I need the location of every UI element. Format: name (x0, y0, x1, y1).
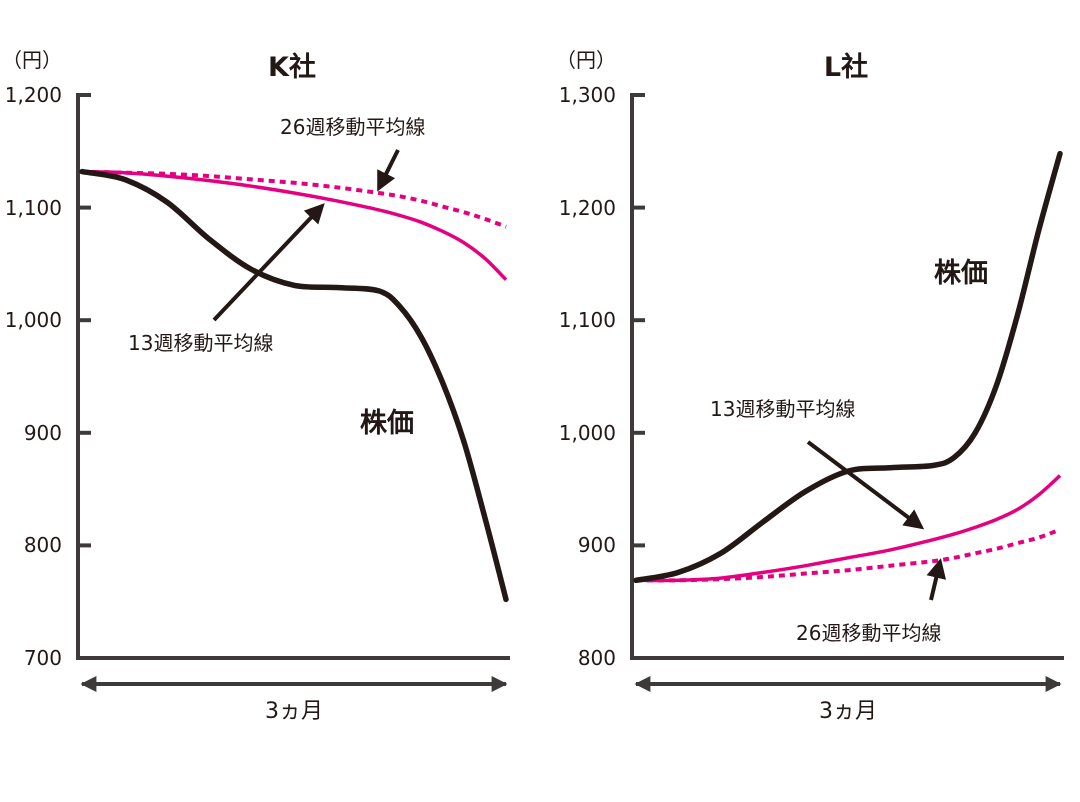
series-26w-moving-average (81, 169, 507, 229)
y-tick-label: 700 (24, 646, 62, 670)
annotation-26w-arrow (377, 149, 400, 192)
annotation-13w-arrow (806, 440, 925, 530)
annotation-26w-label: 26週移動平均線 (280, 115, 425, 139)
y-axis-unit: （円） (2, 48, 62, 72)
chart-panel-k: K社 （円） 1,200 1,100 1,000 900 800 700 26週… (2, 48, 510, 724)
y-axis-ticks: 1,300 1,200 1,100 1,000 900 800 (559, 83, 645, 670)
y-tick-label: 1,000 (5, 308, 62, 332)
period-label: 3ヵ月 (819, 699, 877, 724)
y-tick-label: 1,200 (5, 83, 62, 107)
y-tick-label: 1,100 (559, 308, 616, 332)
series-13w-moving-average (635, 474, 1062, 583)
y-axis-unit: （円） (556, 48, 616, 72)
y-tick-label: 900 (24, 421, 62, 445)
y-tick-label: 1,200 (559, 196, 616, 220)
series-13w-moving-average (81, 169, 508, 281)
period-label: 3ヵ月 (265, 699, 323, 724)
y-tick-label: 800 (578, 646, 616, 670)
axis-lines (630, 93, 1064, 660)
annotation-13w-label: 13週移動平均線 (128, 331, 273, 355)
annotation-price-label: 株価 (934, 258, 988, 289)
series-26w-moving-average (635, 527, 1061, 583)
chart-panel-l: L社 （円） 1,300 1,200 1,100 1,000 900 800 株… (556, 48, 1064, 724)
series-stock-price (79, 168, 509, 603)
axis-lines (76, 93, 510, 660)
y-tick-label: 1,100 (5, 196, 62, 220)
annotation-13w-label: 13週移動平均線 (710, 397, 855, 421)
annotation-price-label: 株価 (360, 408, 414, 439)
annotation-13w-arrow (212, 203, 325, 322)
y-tick-label: 1,000 (559, 421, 616, 445)
y-tick-label: 800 (24, 533, 62, 557)
chart-title: K社 (268, 51, 316, 83)
annotation-26w-arrow (926, 558, 947, 601)
chart-title: L社 (824, 51, 868, 83)
y-tick-label: 1,300 (559, 83, 616, 107)
series-stock-price (633, 150, 1063, 584)
y-axis-ticks: 1,200 1,100 1,000 900 800 700 (5, 83, 91, 670)
y-tick-label: 900 (578, 533, 616, 557)
annotation-26w-label: 26週移動平均線 (796, 621, 941, 645)
